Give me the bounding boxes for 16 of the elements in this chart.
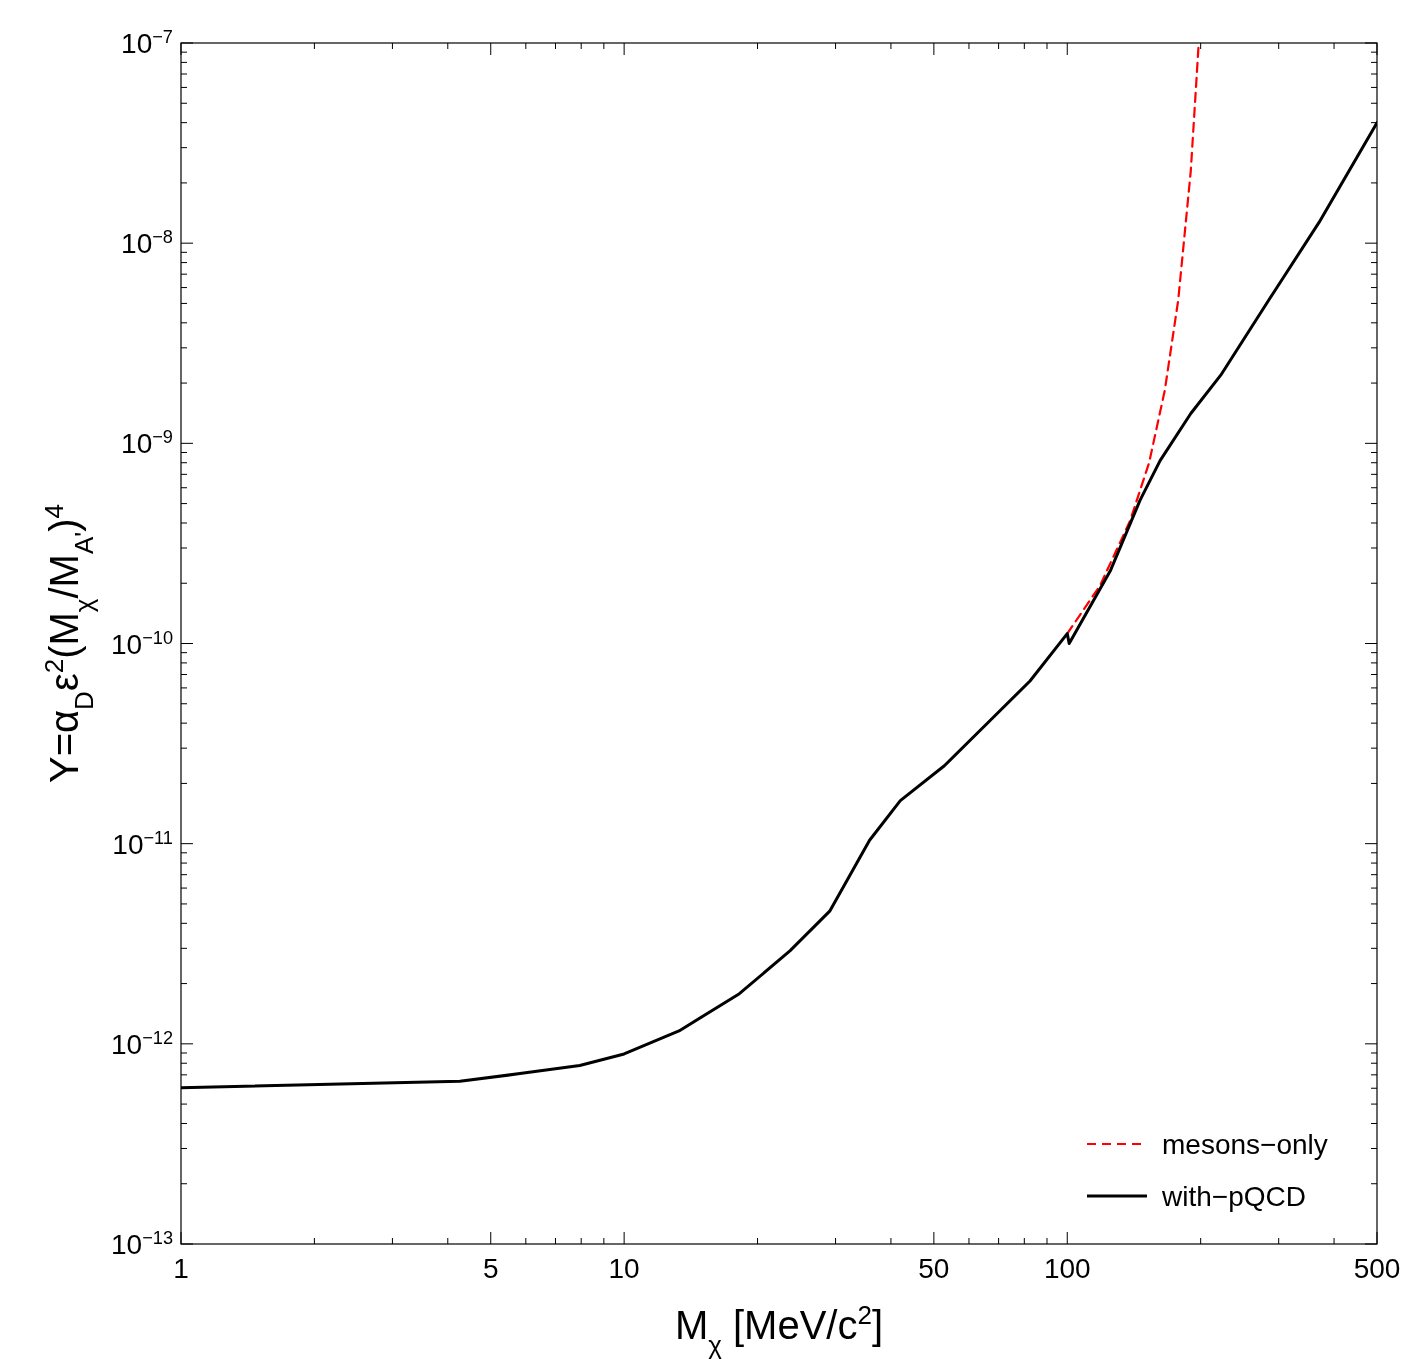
y-tick-label: 10$^{−10}$: [110, 627, 173, 660]
x-tick-label: 5: [482, 1253, 499, 1284]
legend-label: with−pQCD: [1161, 1181, 1306, 1212]
y-tick-label: 10$^{−7}$: [121, 27, 173, 59]
y-tick-label: 10$^{−12}$: [110, 1027, 173, 1060]
legend-label: mesons−only: [1162, 1129, 1328, 1160]
y-tick-label: 10$^{−8}$: [121, 227, 173, 260]
x-tick-label: 50: [918, 1253, 950, 1284]
y-tick-label: 10$^{−11}$: [112, 827, 173, 860]
x-tick-label: 500: [1353, 1253, 1401, 1284]
x-tick-label: 10: [608, 1253, 640, 1284]
x-tick-label: 100: [1043, 1253, 1091, 1284]
y-tick-label: 10$^{−9}$: [121, 427, 173, 460]
x-tick-label: 1: [173, 1253, 189, 1284]
y-tick-label: 10$^{−13}$: [110, 1228, 173, 1260]
x-axis-title: M$_{χ}$ [MeV/c$^{2}$]: [674, 1300, 884, 1359]
